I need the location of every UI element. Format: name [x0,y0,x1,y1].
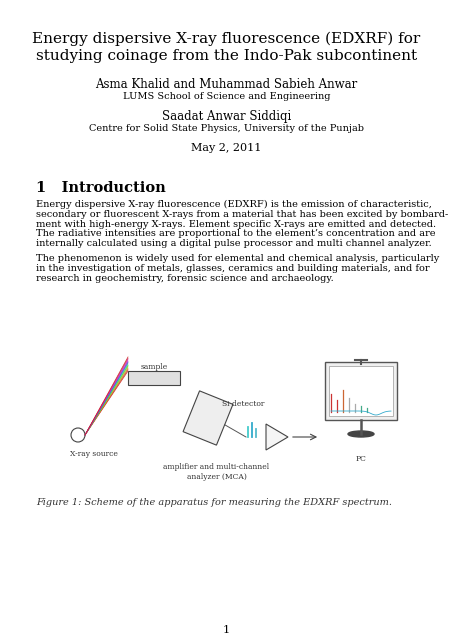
Text: Si detector: Si detector [222,400,265,408]
Bar [128,371,180,385]
Text: LUMS School of Science and Engineering: LUMS School of Science and Engineering [123,92,330,101]
Ellipse shape [348,431,374,437]
Text: Energy dispersive X-ray fluorescence (EDXRF) is the emission of characteristic,: Energy dispersive X-ray fluorescence (ED… [36,200,432,209]
Text: The radiative intensities are proportional to the element’s concentration and ar: The radiative intensities are proportion… [36,229,435,239]
Polygon shape [183,391,233,445]
Polygon shape [266,424,288,450]
Text: PC: PC [356,455,366,463]
Text: sample: sample [140,363,168,371]
Text: research in geochemistry, forensic science and archaeology.: research in geochemistry, forensic scien… [36,274,334,283]
Text: internally calculated using a digital pulse processor and multi channel analyzer: internally calculated using a digital pu… [36,239,432,248]
Text: Asma Khalid and Muhammad Sabieh Anwar: Asma Khalid and Muhammad Sabieh Anwar [96,78,357,91]
Text: analyzer (MCA): analyzer (MCA) [187,473,246,481]
Text: Figure 1: Scheme of the apparatus for measuring the EDXRF spectrum.: Figure 1: Scheme of the apparatus for me… [36,498,392,507]
Text: 1: 1 [223,625,230,635]
Text: amplifier and multi-channel: amplifier and multi-channel [164,463,270,471]
Text: The phenomenon is widely used for elemental and chemical analysis, particularly: The phenomenon is widely used for elemen… [36,254,439,263]
Text: May 2, 2011: May 2, 2011 [191,143,262,153]
Text: 1   Introduction: 1 Introduction [36,181,166,195]
Text: ment with high-energy X-rays. Element specific X-rays are emitted and detected.: ment with high-energy X-rays. Element sp… [36,220,436,228]
Text: in the investigation of metals, glasses, ceramics and building materials, and fo: in the investigation of metals, glasses,… [36,264,429,273]
Bar [325,362,397,420]
Text: studying coinage from the Indo-Pak subcontinent: studying coinage from the Indo-Pak subco… [36,49,417,63]
Text: secondary or fluorescent X-rays from a material that has been excited by bombard: secondary or fluorescent X-rays from a m… [36,210,448,219]
Text: X-ray source: X-ray source [70,450,118,458]
Text: Centre for Solid State Physics, University of the Punjab: Centre for Solid State Physics, Universi… [89,124,364,133]
Text: Saadat Anwar Siddiqi: Saadat Anwar Siddiqi [162,110,291,123]
Bar [329,366,393,416]
Text: Energy dispersive X-ray fluorescence (EDXRF) for: Energy dispersive X-ray fluorescence (ED… [32,32,421,46]
